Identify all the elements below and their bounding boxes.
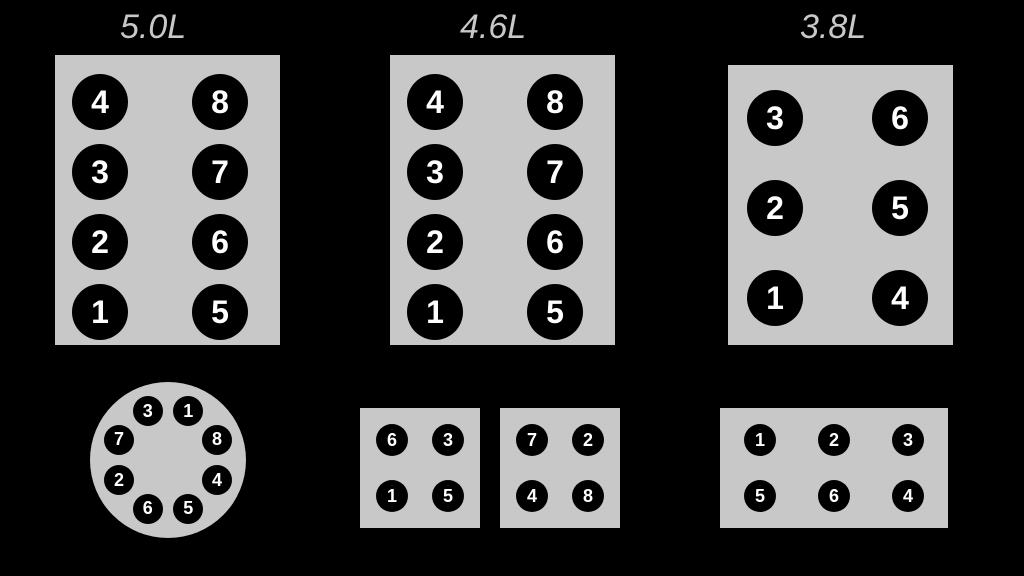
cylinder-dot: 3 <box>892 424 924 456</box>
cylinder-dot: 6 <box>818 480 850 512</box>
engine-title-38l: 3.8L <box>800 8 866 47</box>
cylinder-dot: 1 <box>72 284 128 340</box>
cylinder-dot: 8 <box>202 425 232 455</box>
cylinder-dot: 1 <box>407 284 463 340</box>
cylinder-dot: 6 <box>376 424 408 456</box>
cylinder-dot: 6 <box>527 214 583 270</box>
cylinder-dot: 3 <box>72 144 128 200</box>
cylinder-dot: 4 <box>516 480 548 512</box>
cylinder-dot: 2 <box>72 214 128 270</box>
cylinder-dot: 3 <box>747 90 803 146</box>
cylinder-dot: 4 <box>407 74 463 130</box>
cylinder-dot: 7 <box>104 425 134 455</box>
cylinder-dot: 6 <box>192 214 248 270</box>
cylinder-dot: 2 <box>818 424 850 456</box>
cylinder-dot: 1 <box>744 424 776 456</box>
cylinder-dot: 2 <box>747 180 803 236</box>
coil-pack-46l-a <box>360 408 480 528</box>
cylinder-dot: 4 <box>892 480 924 512</box>
cylinder-dot: 6 <box>872 90 928 146</box>
cylinder-dot: 5 <box>744 480 776 512</box>
engine-title-46l: 4.6L <box>460 8 526 47</box>
cylinder-dot: 3 <box>133 396 163 426</box>
cylinder-dot: 7 <box>516 424 548 456</box>
cylinder-dot: 5 <box>527 284 583 340</box>
cylinder-dot: 4 <box>872 270 928 326</box>
cylinder-dot: 1 <box>376 480 408 512</box>
cylinder-dot: 1 <box>747 270 803 326</box>
engine-title-50l: 5.0L <box>120 8 186 47</box>
cylinder-dot: 7 <box>192 144 248 200</box>
cylinder-dot: 5 <box>872 180 928 236</box>
cylinder-dot: 8 <box>192 74 248 130</box>
cylinder-dot: 8 <box>572 480 604 512</box>
cylinder-dot: 5 <box>432 480 464 512</box>
cylinder-dot: 3 <box>432 424 464 456</box>
cylinder-dot: 5 <box>192 284 248 340</box>
coil-pack-46l-b <box>500 408 620 528</box>
cylinder-dot: 2 <box>572 424 604 456</box>
cylinder-dot: 3 <box>407 144 463 200</box>
cylinder-dot: 6 <box>133 494 163 524</box>
cylinder-dot: 8 <box>527 74 583 130</box>
distributor-50l <box>90 382 246 538</box>
cylinder-dot: 4 <box>72 74 128 130</box>
cylinder-dot: 7 <box>527 144 583 200</box>
cylinder-dot: 2 <box>407 214 463 270</box>
